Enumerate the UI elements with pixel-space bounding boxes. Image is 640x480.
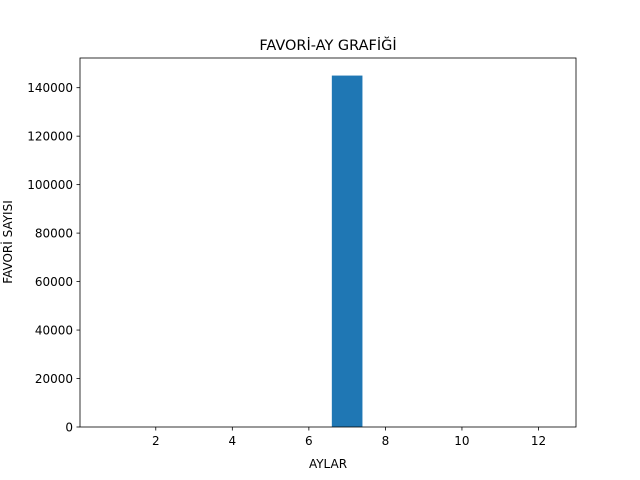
- y-tick-label: 140000: [27, 81, 73, 95]
- plot-area: 2 4 6 8 10 12 0 20000 40000 60000 80000 100000 12000…: [27, 57, 577, 448]
- x-tick-label: 10: [454, 434, 469, 448]
- y-tick-label: 60000: [35, 275, 73, 289]
- x-tick-label: 2: [152, 434, 160, 448]
- x-tick-label: 12: [531, 434, 546, 448]
- y-tick-label: 20000: [35, 372, 73, 386]
- y-tick-label: 80000: [35, 227, 73, 241]
- bar: [331, 75, 363, 428]
- y-axis-label: FAVORİ SAYISI: [0, 200, 15, 284]
- y-tick-label: 0: [65, 421, 73, 435]
- y-tick-label: 100000: [27, 178, 73, 192]
- x-tick-label: 6: [305, 434, 313, 448]
- chart-title: FAVORİ-AY GRAFİĞİ: [259, 36, 396, 54]
- x-tick-label: 8: [382, 434, 390, 448]
- y-tick-label: 40000: [35, 324, 73, 338]
- axes-frame: [79, 57, 577, 428]
- y-tick-label: 120000: [27, 130, 73, 144]
- x-tick-label: 4: [229, 434, 237, 448]
- x-axis-label: AYLAR: [309, 457, 347, 471]
